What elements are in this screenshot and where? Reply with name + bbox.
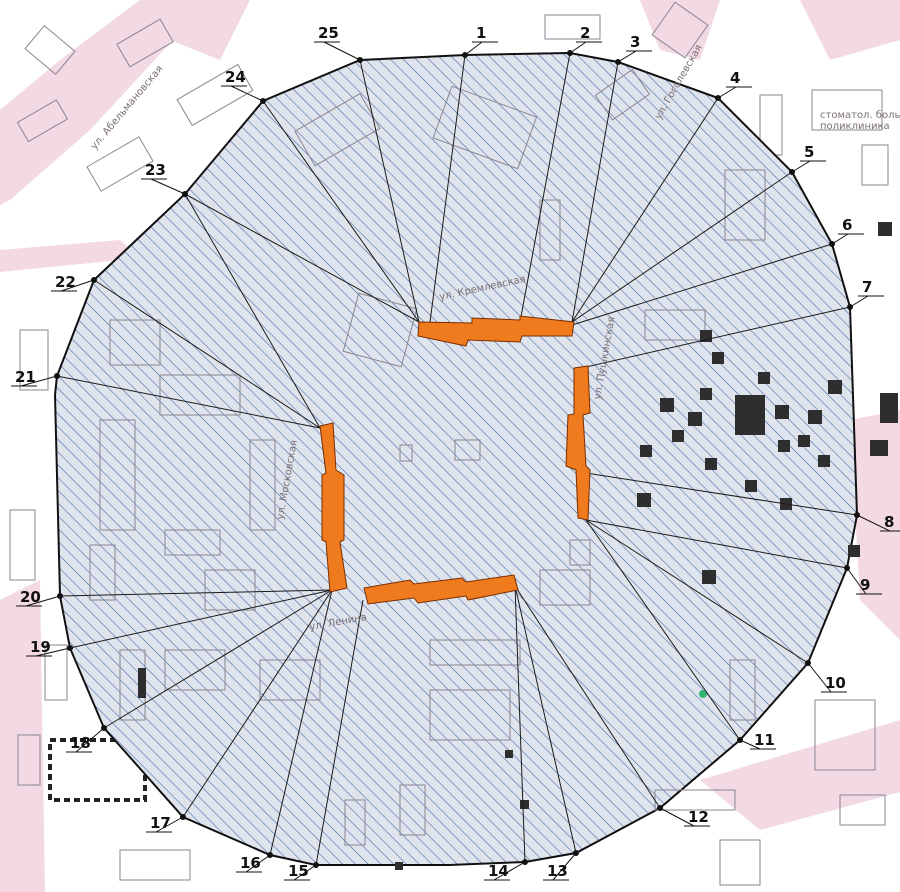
dark-buildings (138, 222, 898, 870)
point-16-leader (245, 854, 271, 873)
point-4-label: 4 (730, 69, 740, 87)
point-2-marker (567, 50, 573, 56)
point-9-leader (846, 567, 867, 595)
survey-points: 1 2 34567891011121314151617181920212223242… (11, 24, 900, 881)
point-19-label: 19 (30, 638, 51, 656)
point-17-label: 17 (150, 814, 171, 832)
point-25-marker (357, 57, 363, 63)
point-1-label: 1 (476, 24, 486, 42)
poi-label-line: поликлиника (820, 121, 890, 132)
point-15-leader (293, 864, 317, 881)
point-21-label: 21 (15, 368, 36, 386)
point-6-leader (831, 233, 849, 245)
point-23-leader (150, 178, 186, 195)
point-10-label: 10 (825, 674, 846, 692)
point-5-leader (791, 160, 811, 173)
point-14-marker (522, 859, 528, 865)
point-7-leader (849, 295, 869, 308)
point-6-label: 6 (842, 216, 852, 234)
point-23-label: 23 (145, 161, 166, 179)
point-9-label: 9 (860, 576, 870, 594)
poi-label-line: стоматол. больница №1 (820, 110, 900, 121)
point-24-marker (260, 98, 266, 104)
sightlines (56, 52, 858, 866)
point-6-marker (829, 241, 835, 247)
point-25-leader (323, 41, 361, 61)
point-13-leader (552, 852, 577, 881)
point-16-label: 16 (240, 854, 261, 872)
point-5-label: 5 (804, 143, 814, 161)
point-20-marker (57, 593, 63, 599)
point-22-label: 22 (55, 273, 76, 291)
point-3-marker (615, 59, 621, 65)
point-10-leader (807, 662, 832, 693)
point-14-label: 14 (488, 862, 509, 880)
point-20-label: 20 (20, 588, 41, 606)
point-13-marker (573, 850, 579, 856)
point-21-leader (20, 375, 58, 387)
point-15-label: 15 (288, 862, 309, 880)
point-18-label: 18 (70, 734, 91, 752)
point-12-marker (657, 805, 663, 811)
point-10-marker (805, 660, 811, 666)
point-1-marker (462, 52, 468, 58)
point-5-marker (789, 169, 795, 175)
point-24-leader (230, 85, 264, 102)
point-8-leader (856, 514, 891, 532)
point-4-leader (717, 86, 737, 99)
point-25-label: 25 (318, 24, 339, 42)
point-21-marker (54, 373, 60, 379)
point-7-label: 7 (862, 278, 872, 296)
building-facades (319, 315, 591, 605)
point-4-marker (715, 95, 721, 101)
point-18-marker (101, 725, 107, 731)
point-14-leader (493, 861, 526, 881)
protection-zone (53, 51, 859, 866)
point-13-label: 13 (547, 862, 568, 880)
point-7-marker (847, 304, 853, 310)
point-3-leader (617, 50, 637, 63)
point-16-marker (267, 852, 273, 858)
green-marker (699, 690, 707, 698)
point-22-leader (60, 279, 95, 292)
point-11-label: 11 (754, 731, 775, 749)
point-2-leader (569, 41, 587, 54)
point-17-leader (155, 816, 184, 833)
point-9-marker (844, 565, 850, 571)
point-11-marker (737, 737, 743, 743)
point-20-leader (25, 595, 61, 607)
point-3-label: 3 (630, 33, 640, 51)
point-24-label: 24 (225, 68, 246, 86)
point-11-leader (739, 739, 761, 750)
point-8-label: 8 (884, 513, 894, 531)
point-15-marker (313, 862, 319, 868)
point-8-marker (854, 512, 860, 518)
point-2-label: 2 (580, 24, 590, 42)
point-19-marker (67, 645, 73, 651)
point-17-marker (180, 814, 186, 820)
point-12-label: 12 (688, 808, 709, 826)
inner-buildings (89, 68, 766, 846)
point-1-leader (464, 41, 483, 56)
point-19-leader (35, 647, 71, 657)
point-18-leader (75, 727, 105, 753)
point-23-marker (182, 191, 188, 197)
point-22-marker (91, 277, 97, 283)
point-12-leader (659, 807, 695, 827)
